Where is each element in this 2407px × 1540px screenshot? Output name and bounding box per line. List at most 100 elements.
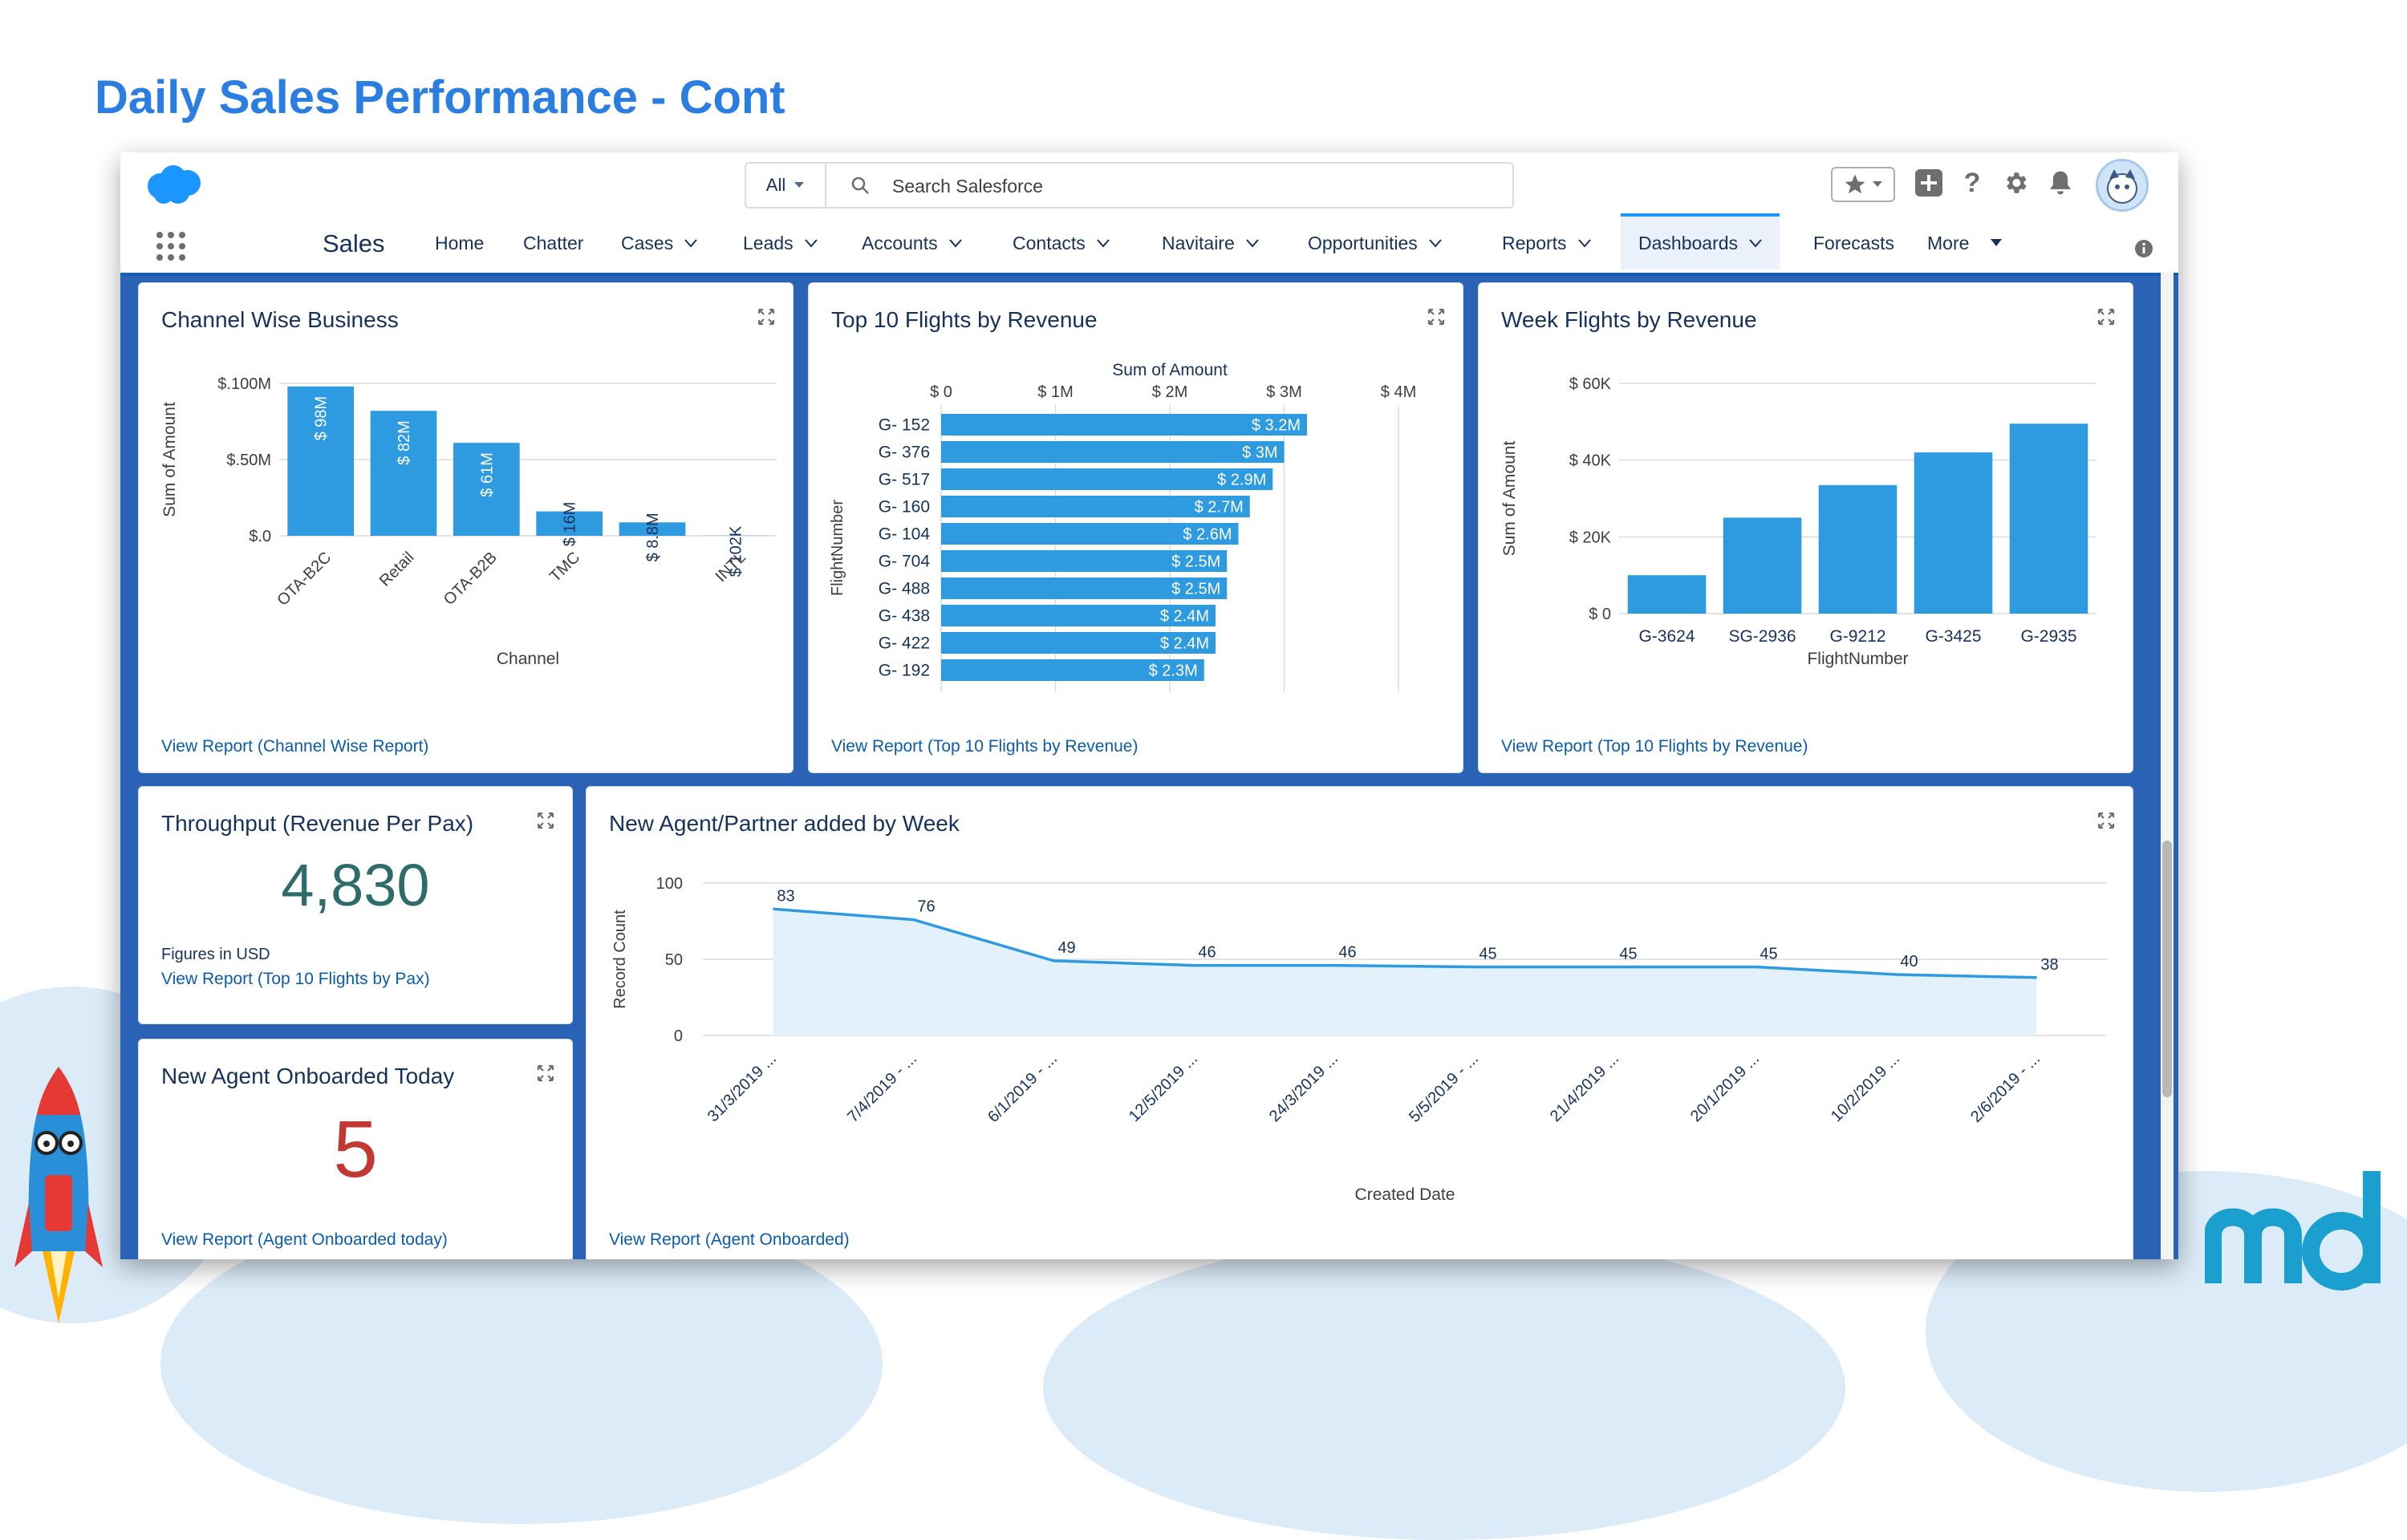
- x-tick-label: 31/3/2019 ...: [704, 1050, 780, 1125]
- y-tick-label: G- 704: [879, 553, 931, 571]
- data-label: $ 2.4M: [1160, 635, 1209, 653]
- nav-tab-chatter[interactable]: Chatter: [523, 217, 583, 270]
- bar: [1723, 517, 1802, 614]
- expand-icon[interactable]: [536, 811, 555, 830]
- nav-tab-label: Navitaire: [1162, 233, 1235, 254]
- nav-tab-more[interactable]: More: [1927, 217, 2003, 270]
- setup-button[interactable]: [1998, 165, 2033, 201]
- expand-icon[interactable]: [536, 1064, 555, 1083]
- nav-tab-contacts[interactable]: Contacts: [1013, 217, 1110, 270]
- data-label: $ 61M: [478, 452, 496, 497]
- data-label: 83: [777, 887, 794, 905]
- card-top-flights-by-revenue: Top 10 Flights by Revenue Sum of Amount$…: [808, 282, 1463, 773]
- chevron-down-icon[interactable]: [805, 238, 818, 248]
- nav-tab-forecasts[interactable]: Forecasts: [1813, 217, 1894, 270]
- x-tick-label: G-2935: [2020, 627, 2076, 646]
- y-tick-label: 0: [674, 1027, 683, 1045]
- app-name: Sales: [323, 229, 385, 258]
- x-tick-label: 24/3/2019 ...: [1266, 1050, 1342, 1125]
- salesforce-logo[interactable]: [143, 162, 205, 207]
- view-report-link[interactable]: View Report (Agent Onboarded today): [161, 1230, 448, 1250]
- y-tick-label: G- 488: [879, 580, 930, 598]
- chevron-down-icon[interactable]: [684, 238, 697, 248]
- chevron-down-icon[interactable]: [949, 238, 962, 248]
- md-logo: [2205, 1163, 2397, 1307]
- data-label: $ 2.5M: [1171, 581, 1220, 598]
- app-launcher-icon[interactable]: [156, 231, 186, 261]
- x-tick-label: G-3425: [1925, 627, 1981, 646]
- gear-icon: [2002, 169, 2029, 197]
- view-report-link[interactable]: View Report (Top 10 Flights by Revenue): [831, 737, 1138, 756]
- chevron-down-icon[interactable]: [1578, 238, 1591, 248]
- nav-tab-label: Leads: [743, 233, 794, 254]
- nav-tab-reports[interactable]: Reports: [1502, 217, 1591, 270]
- chevron-down-icon[interactable]: [1097, 238, 1110, 248]
- y-tick-label: 50: [665, 951, 683, 969]
- view-report-link[interactable]: View Report (Top 10 Flights by Revenue): [1501, 737, 1808, 756]
- view-report-link[interactable]: View Report (Top 10 Flights by Pax): [161, 970, 430, 989]
- search-icon: [850, 176, 870, 195]
- star-icon: [1843, 172, 1867, 197]
- nav-tab-label: Home: [435, 233, 484, 254]
- bar: [2010, 424, 2088, 614]
- x-tick-label: G-3624: [1638, 627, 1695, 646]
- global-search: All: [745, 162, 1514, 209]
- x-axis-title: Channel: [497, 650, 559, 668]
- chevron-down-icon[interactable]: [1749, 238, 1762, 248]
- y-tick-label: $ 0: [1589, 606, 1611, 623]
- data-label: 49: [1057, 939, 1075, 957]
- x-tick-label: 12/5/2019 ...: [1126, 1050, 1201, 1125]
- nav-tab-home[interactable]: Home: [435, 217, 484, 270]
- x-tick-label: $ 0: [930, 383, 952, 401]
- global-actions-button[interactable]: [1911, 165, 1946, 201]
- data-label: $ 2.3M: [1149, 663, 1198, 680]
- y-tick-label: G- 192: [879, 662, 930, 680]
- x-tick-label: 21/4/2019 ...: [1547, 1050, 1622, 1125]
- nav-tab-label: More: [1927, 233, 1969, 254]
- favorites-button[interactable]: [1831, 167, 1895, 202]
- view-report-link[interactable]: View Report (Channel Wise Report): [161, 737, 428, 756]
- view-report-link[interactable]: View Report (Agent Onboarded): [609, 1230, 850, 1250]
- search-scope-dropdown[interactable]: All: [746, 164, 826, 207]
- nav-tab-dashboards[interactable]: Dashboards: [1621, 213, 1780, 270]
- nav-tab-accounts[interactable]: Accounts: [862, 217, 962, 270]
- y-tick-label: 100: [656, 875, 683, 893]
- nav-tab-leads[interactable]: Leads: [743, 217, 818, 270]
- info-icon[interactable]: [2134, 239, 2153, 258]
- card-channel-wise-business: Channel Wise Business $.0$.50M$.100M$ 98…: [138, 282, 794, 773]
- nav-tab-label: Reports: [1502, 233, 1567, 254]
- y-tick-label: G- 517: [879, 471, 930, 489]
- card-throughput: Throughput (Revenue Per Pax) 4,830 Figur…: [138, 786, 573, 1024]
- x-tick-label: $ 4M: [1381, 383, 1416, 401]
- y-tick-label: G- 422: [879, 634, 930, 653]
- dashboard-scrollbar[interactable]: [2161, 273, 2174, 1259]
- chevron-down-icon[interactable]: [1429, 238, 1442, 248]
- bell-icon: [2048, 169, 2073, 197]
- data-label: $ 2.7M: [1195, 499, 1244, 517]
- avatar-icon: [2098, 161, 2146, 209]
- nav-tab-label: Opportunities: [1308, 233, 1418, 254]
- help-button[interactable]: ?: [1954, 165, 1990, 201]
- user-avatar[interactable]: [2096, 159, 2149, 212]
- caret-down-icon: [1990, 238, 2003, 248]
- x-tick-label: Retail: [376, 549, 418, 590]
- nav-tab-navitaire[interactable]: Navitaire: [1162, 217, 1259, 270]
- scrollbar-thumb[interactable]: [2162, 841, 2172, 1097]
- x-axis-title: FlightNumber: [1807, 650, 1908, 668]
- nav-tab-opportunities[interactable]: Opportunities: [1308, 217, 1442, 270]
- salesforce-window: All ?: [120, 152, 2178, 1259]
- y-tick-label: G- 438: [879, 607, 930, 626]
- x-axis-title: Created Date: [1355, 1185, 1455, 1204]
- notifications-button[interactable]: [2043, 165, 2078, 201]
- data-label: $ 2.5M: [1171, 553, 1220, 571]
- x-tick-label: 7/4/2019 - ...: [844, 1050, 920, 1126]
- y-tick-label: $ 60K: [1569, 375, 1612, 393]
- nav-tab-cases[interactable]: Cases: [621, 217, 697, 270]
- nav-tab-label: Cases: [621, 233, 673, 254]
- search-input[interactable]: [891, 164, 1455, 209]
- bar: [1819, 485, 1898, 614]
- global-header: All ?: [120, 152, 2178, 217]
- chevron-down-icon[interactable]: [1246, 238, 1259, 248]
